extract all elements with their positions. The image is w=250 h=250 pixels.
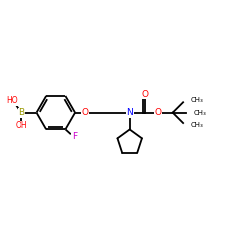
Text: B: B [18,108,24,117]
Text: CH₃: CH₃ [190,97,203,103]
Text: F: F [72,132,77,141]
Text: O: O [154,108,162,117]
Text: CH₃: CH₃ [190,122,203,128]
Text: O: O [82,108,89,117]
Text: HO: HO [7,96,18,105]
Text: OH: OH [15,121,27,130]
Text: CH₃: CH₃ [194,110,206,116]
Text: N: N [126,108,133,117]
Text: O: O [141,90,148,98]
